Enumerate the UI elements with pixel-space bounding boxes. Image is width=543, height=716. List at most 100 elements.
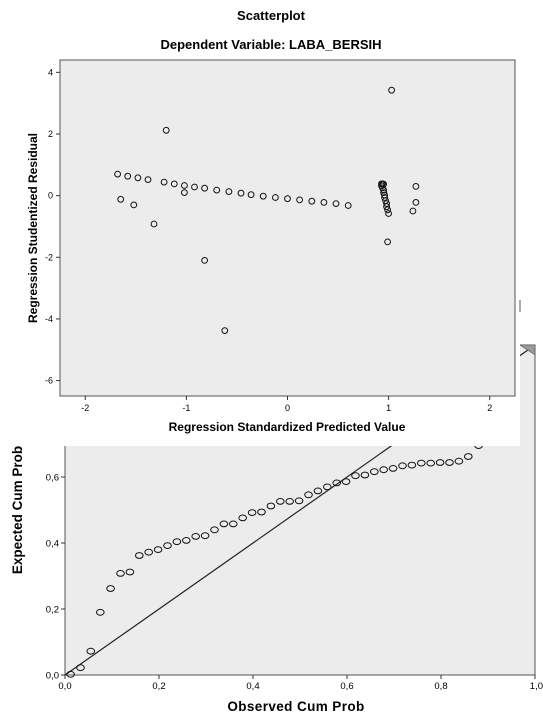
- chart-title: Scatterplot: [237, 8, 306, 23]
- pp-x-tick-label: 0,6: [340, 681, 353, 692]
- residual-point: [213, 186, 221, 194]
- pp-point: [454, 457, 464, 465]
- pp-point: [219, 520, 229, 528]
- x-tick-label: 2: [487, 403, 492, 413]
- pp-point: [76, 664, 85, 672]
- pp-point: [163, 542, 172, 549]
- pp-point: [285, 498, 295, 505]
- pp-points: [66, 442, 483, 678]
- pp-x-ticks: 0,0 0,2 0,4 0,6 0,8 1,0: [58, 675, 543, 692]
- residual-x-axis-label: Regression Standardized Predicted Value: [169, 420, 406, 434]
- pp-point: [313, 487, 323, 495]
- pp-point: [323, 483, 332, 491]
- pp-point: [172, 538, 182, 546]
- residual-point: [247, 191, 255, 199]
- residual-point: [409, 207, 417, 215]
- x-tick-label: -2: [81, 403, 89, 413]
- y-tick-label: -4: [45, 314, 53, 324]
- residual-point: [308, 197, 316, 205]
- pp-point: [426, 459, 436, 467]
- pp-y-tick-label: 0,4: [46, 539, 59, 550]
- residual-point: [150, 220, 158, 228]
- y-tick-label: 0: [48, 191, 53, 201]
- residual-plot-area: [59, 59, 516, 397]
- pp-point: [351, 472, 360, 480]
- residual-point: [201, 257, 209, 264]
- residual-point: [412, 183, 420, 190]
- residual-point: [124, 172, 132, 180]
- pp-y-tick-label: 0,0: [46, 671, 59, 682]
- pp-point: [407, 461, 417, 469]
- residual-point: [384, 206, 392, 214]
- residual-point: [272, 194, 279, 201]
- pp-point: [294, 497, 304, 505]
- residual-point: [388, 86, 396, 94]
- residual-y-axis-label: Regression Studentized Residual: [26, 133, 40, 323]
- residual-point: [160, 178, 168, 186]
- pp-point: [125, 568, 135, 576]
- residual-points: [114, 86, 420, 335]
- residual-point: [181, 189, 188, 197]
- pp-y-tick-label: 0,6: [46, 473, 59, 484]
- pp-y-ticks: 0,0 0,2 0,4 0,6: [46, 473, 65, 682]
- pp-y-tick-label: 0,2: [46, 605, 59, 616]
- pp-point: [238, 514, 247, 522]
- pp-corner-marker: [519, 344, 536, 356]
- y-tick-label: -2: [45, 252, 53, 262]
- pp-point: [116, 570, 125, 577]
- residual-point: [296, 196, 304, 204]
- pp-point: [66, 670, 75, 678]
- pp-point: [106, 585, 115, 592]
- pp-x-axis-label: Observed Cum Prob: [227, 699, 364, 714]
- pp-point: [247, 509, 257, 516]
- pp-x-tick-label: 0,4: [246, 681, 259, 692]
- pp-point: [257, 508, 266, 516]
- pp-point: [332, 479, 342, 487]
- chart-subtitle: Dependent Variable: LABA_BERSIH: [160, 37, 381, 52]
- residual-point: [191, 183, 198, 191]
- pp-point: [229, 520, 238, 528]
- pp-point: [191, 533, 200, 540]
- residual-point: [237, 189, 245, 197]
- pp-y-axis-label: Expected Cum Prob: [10, 446, 25, 574]
- pp-point: [96, 608, 105, 616]
- residual-point: [144, 176, 152, 184]
- pp-point: [360, 471, 370, 479]
- residual-point: [332, 200, 340, 208]
- pp-point: [266, 502, 276, 510]
- residual-plot: Scatterplot Dependent Variable: LABA_BER…: [26, 8, 521, 434]
- pp-point: [276, 498, 285, 505]
- pp-point: [417, 459, 426, 467]
- x-tick-label: 1: [386, 403, 391, 413]
- residual-point: [412, 199, 420, 206]
- pp-point: [210, 526, 219, 534]
- residual-point: [344, 202, 352, 209]
- pp-point: [379, 466, 389, 474]
- residual-point: [284, 195, 291, 203]
- residual-point: [383, 200, 391, 208]
- residual-y-ticks: -6 -4 -2 0 2 4: [45, 67, 60, 386]
- residual-point: [225, 188, 233, 196]
- pp-x-tick-label: 0,0: [58, 681, 71, 692]
- pp-x-tick-label: 0,2: [152, 681, 165, 692]
- pp-point: [182, 537, 191, 544]
- residual-point: [114, 170, 121, 178]
- residual-point: [320, 199, 328, 206]
- x-tick-label: -1: [182, 403, 190, 413]
- residual-point: [201, 184, 209, 192]
- pp-point: [135, 552, 144, 559]
- pp-point: [370, 468, 379, 476]
- residual-point: [134, 174, 142, 182]
- residual-point: [385, 210, 393, 217]
- y-tick-label: -6: [45, 376, 53, 386]
- pp-point: [435, 459, 445, 466]
- residual-point: [181, 182, 188, 189]
- pp-point: [304, 491, 313, 499]
- pp-point: [153, 546, 163, 553]
- residual-point: [380, 186, 388, 194]
- residual-x-ticks: -2 -1 0 1 2: [81, 396, 492, 413]
- pp-point: [200, 532, 210, 540]
- pp-point: [398, 462, 407, 470]
- residual-point: [381, 194, 389, 201]
